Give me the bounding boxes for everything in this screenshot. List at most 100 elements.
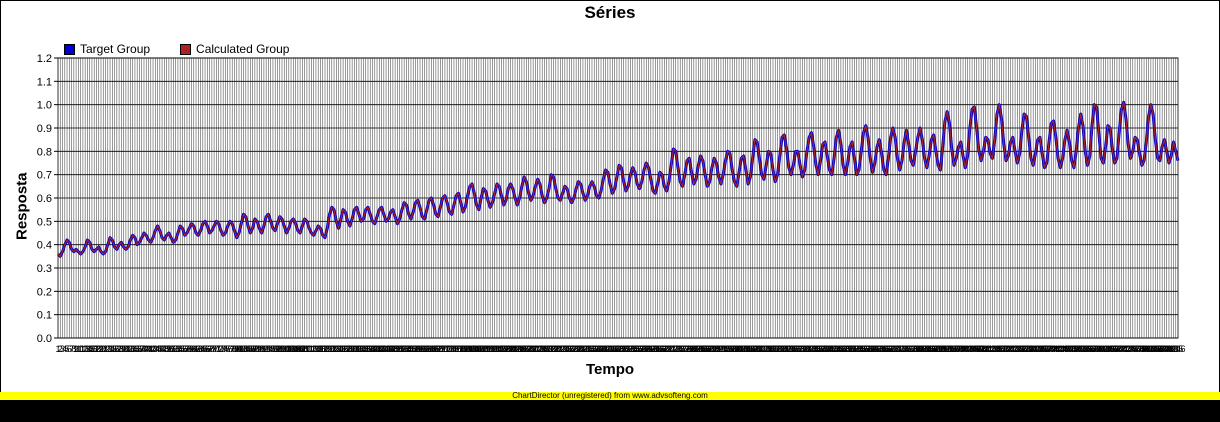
- legend-label-target: Target Group: [80, 42, 151, 56]
- x-tick-label: 56: [177, 344, 187, 354]
- x-tick-label: 264: [646, 344, 661, 354]
- x-tick-label: 95: [266, 344, 276, 354]
- x-tick-label: 28: [114, 344, 124, 354]
- x-tick-label: 18: [91, 344, 101, 354]
- x-tick-label: 409: [974, 344, 989, 354]
- x-tick-label: 347: [833, 344, 848, 354]
- x-tick-label: 22: [101, 344, 111, 354]
- x-tick-label: 396: [944, 344, 959, 354]
- x-tick-label: 96: [268, 344, 278, 354]
- x-tick-label: 259: [634, 344, 649, 354]
- x-tick-label: 169: [431, 344, 446, 354]
- x-tick-label: 477: [1127, 344, 1142, 354]
- x-tick-label: 1: [55, 344, 60, 354]
- x-tick-label: 380: [908, 344, 923, 354]
- x-tick-label: 118: [316, 344, 330, 354]
- x-tick-label: 317: [765, 344, 780, 354]
- x-tick-label: 228: [564, 344, 579, 354]
- x-tick-label: 20: [96, 344, 106, 354]
- legend-item-calculated: Calculated Group: [180, 42, 289, 56]
- x-tick-label: 435: [1032, 344, 1047, 354]
- x-tick-label: 427: [1014, 344, 1029, 354]
- x-tick-label: 160: [410, 344, 425, 354]
- footer-banner: ChartDirector (unregistered) from www.ad…: [0, 392, 1220, 400]
- x-tick-label: 272: [664, 344, 679, 354]
- x-tick-label: 29: [116, 344, 126, 354]
- x-tick-label: 452: [1071, 344, 1086, 354]
- x-tick-label: 400: [953, 344, 968, 354]
- x-tick-label: 310: [750, 344, 765, 354]
- x-tick-label: 150: [388, 344, 403, 354]
- x-tick-label: 192: [483, 344, 498, 354]
- x-tick-label: 168: [428, 344, 443, 354]
- x-tick-label: 413: [983, 344, 998, 354]
- x-tick-label: 187: [471, 344, 486, 354]
- x-tick-label: 196: [492, 344, 507, 354]
- x-tick-label: 163: [417, 344, 432, 354]
- x-tick-label: 430: [1021, 344, 1036, 354]
- x-tick-label: 243: [598, 344, 613, 354]
- x-tick-label: 8: [71, 344, 76, 354]
- x-tick-label: 283: [689, 344, 704, 354]
- x-tick-label: 331: [797, 344, 812, 354]
- x-tick-label: 159: [408, 344, 423, 354]
- x-tick-label: 490: [1157, 344, 1172, 354]
- x-tick-label: 369: [883, 344, 898, 354]
- x-tick-label: 58: [182, 344, 192, 354]
- x-tick-label: 486: [1148, 344, 1163, 354]
- x-tick-label: 265: [648, 344, 663, 354]
- x-tick-label: 289: [702, 344, 717, 354]
- x-tick-label: 277: [675, 344, 690, 354]
- x-tick-label: 35: [130, 344, 140, 354]
- x-tick-label: 312: [754, 344, 769, 354]
- x-tick-label: 445: [1055, 344, 1070, 354]
- x-tick-label: 33: [125, 344, 135, 354]
- x-tick-label: 218: [541, 344, 556, 354]
- x-tick-label: 247: [607, 344, 622, 354]
- x-tick-label: 121: [322, 344, 337, 354]
- x-tick-label: 481: [1137, 344, 1152, 354]
- x-axis-label: Tempo: [585, 361, 635, 378]
- x-tick-label: 188: [474, 344, 489, 354]
- x-tick-label: 444: [1053, 344, 1068, 354]
- x-tick-label: 336: [808, 344, 823, 354]
- x-tick-label: 13: [80, 344, 90, 354]
- x-tick-label: 131: [345, 344, 360, 354]
- x-tick-label: 459: [1087, 344, 1102, 354]
- x-tick-label: 60: [186, 344, 196, 354]
- x-tick-label: 373: [892, 344, 907, 354]
- x-tick-label: 209: [521, 344, 536, 354]
- x-tick-label: 487: [1150, 344, 1165, 354]
- x-tick-label: 382: [913, 344, 928, 354]
- x-tick-label: 43: [148, 344, 158, 354]
- x-tick-label: 299: [725, 344, 740, 354]
- x-tick-label: 461: [1091, 344, 1106, 354]
- x-tick-label: 143: [372, 344, 387, 354]
- x-tick-label: 211: [526, 344, 540, 354]
- x-tick-label: 78: [227, 344, 237, 354]
- x-tick-label: 383: [915, 344, 930, 354]
- y-tick-label: 0.7: [37, 170, 52, 182]
- x-tick-label: 364: [872, 344, 887, 354]
- x-tick-label: 415: [987, 344, 1002, 354]
- x-tick-label: 229: [566, 344, 581, 354]
- x-tick-label: 294: [713, 344, 728, 354]
- x-tick-label: 193: [485, 344, 500, 354]
- x-tick-label: 463: [1096, 344, 1111, 354]
- x-tick-label: 147: [381, 344, 396, 354]
- x-tick-label: 178: [451, 344, 466, 354]
- x-tick-label: 27: [112, 344, 122, 354]
- x-tick-label: 190: [478, 344, 493, 354]
- x-tick-label: 166: [424, 344, 439, 354]
- x-tick-label: 266: [650, 344, 665, 354]
- x-tick-label: 72: [214, 344, 224, 354]
- x-tick-label: 334: [804, 344, 819, 354]
- x-tick-label: 125: [331, 344, 346, 354]
- x-tick-label: 184: [465, 344, 480, 354]
- x-tick-label: 245: [603, 344, 618, 354]
- x-tick-label: 101: [277, 344, 292, 354]
- x-tick-label: 114: [306, 344, 320, 354]
- x-tick-label: 52: [168, 344, 178, 354]
- x-tick-label: 3: [60, 344, 65, 354]
- x-tick-label: 440: [1044, 344, 1059, 354]
